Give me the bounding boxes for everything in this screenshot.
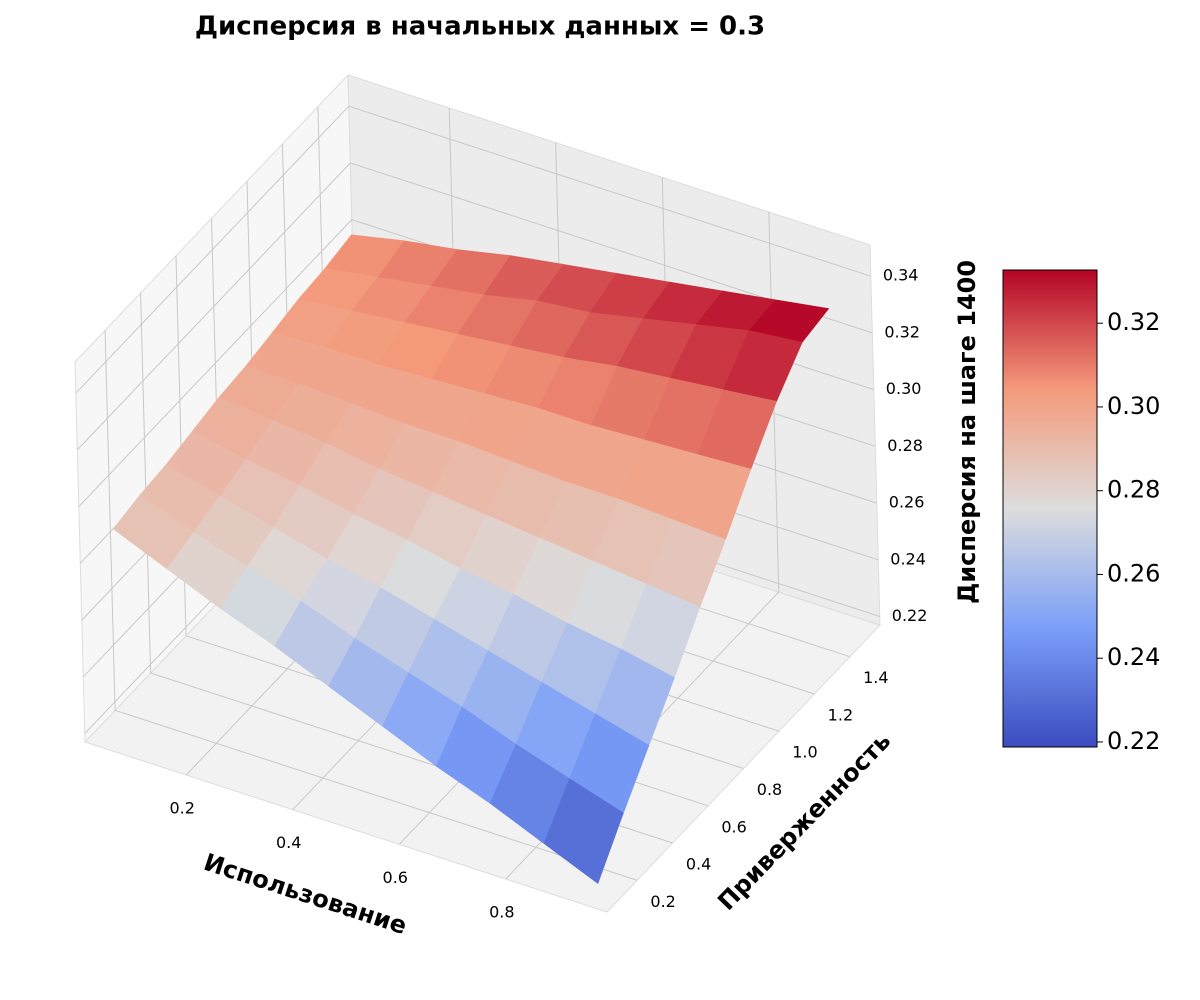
y-tick-label: 0.8	[757, 780, 782, 799]
z-tick-label: 0.28	[887, 436, 923, 455]
z-tick-label: 0.32	[884, 322, 920, 341]
y-tick-label: 1.4	[863, 668, 888, 687]
x-tick-label: 0.4	[276, 833, 301, 852]
x-axis-label: Использование	[200, 848, 410, 940]
colorbar	[1002, 269, 1098, 748]
y-tick-label: 1.0	[792, 743, 817, 762]
colorbar-tick-label: 0.28	[1107, 476, 1160, 504]
y-tick-label: 0.4	[686, 855, 711, 874]
colorbar-tick-label: 0.32	[1107, 308, 1160, 336]
x-tick-label: 0.8	[489, 903, 514, 922]
z-grid-line	[76, 162, 873, 451]
surface-face	[543, 778, 624, 884]
y-tick-label: 1.2	[828, 705, 853, 724]
colorbar-tick-label: 0.24	[1107, 643, 1160, 671]
z-tick-label: 0.22	[892, 606, 928, 625]
x-tick-label: 0.6	[383, 868, 408, 887]
z-tick-label: 0.26	[889, 493, 925, 512]
colorbar-tick-label: 0.30	[1107, 392, 1160, 420]
surface	[112, 234, 830, 884]
colorbar-tick-label: 0.26	[1107, 559, 1160, 587]
z-tick-label: 0.24	[890, 549, 926, 568]
colorbar-tick-label: 0.22	[1107, 727, 1160, 755]
z-tick-label: 0.34	[883, 266, 919, 285]
chart-title: Дисперсия в начальных данных = 0.3	[195, 12, 765, 42]
z-grid-line	[75, 105, 871, 394]
y-grid-line	[104, 330, 638, 881]
y-tick-label: 0.6	[721, 817, 746, 836]
y-tick-label: 0.2	[650, 892, 675, 911]
x-tick-label: 0.2	[169, 798, 194, 817]
z-axis-label: Дисперсия на шаге 1400	[953, 260, 981, 604]
z-tick-label: 0.30	[886, 379, 922, 398]
